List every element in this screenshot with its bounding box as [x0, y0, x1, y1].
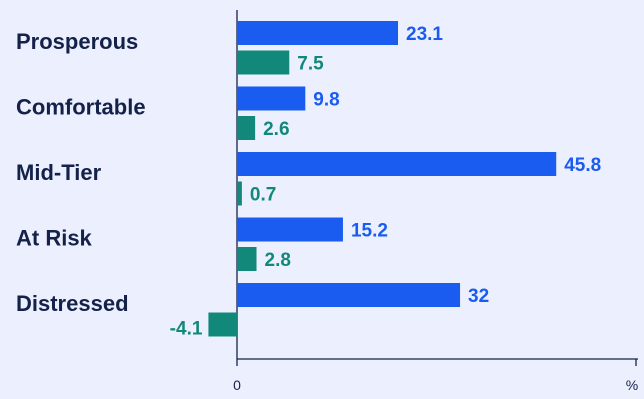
value-label-series-2-at-risk: 2.8: [265, 250, 291, 271]
category-labels: Prosperous Comfortable Mid-Tier At Risk Dist…: [16, 29, 146, 316]
x-tick-label-unit: %: [626, 377, 638, 393]
bar-series-2-comfortable: [237, 116, 256, 140]
value-label-series-1-mid-tier: 45.8: [564, 155, 601, 176]
value-label-series-2-prosperous: 7.5: [297, 54, 324, 75]
bar-series-2-at-risk: [237, 247, 257, 271]
x-tick-label-zero: 0: [233, 377, 241, 393]
category-label-comfortable: Comfortable: [16, 95, 146, 120]
bar-series-2-prosperous: [237, 50, 290, 75]
value-label-series-2-distressed: -4.1: [170, 319, 203, 340]
bar-series-2-mid-tier: [237, 181, 242, 206]
category-label-distressed: Distressed: [16, 291, 129, 316]
value-label-series-1-prosperous: 23.1: [406, 24, 443, 45]
bars: [208, 21, 557, 337]
value-label-series-1-at-risk: 15.2: [351, 221, 388, 242]
bar-series-2-distressed: [208, 312, 237, 337]
bar-series-1-comfortable: [237, 86, 306, 111]
value-label-series-2-comfortable: 2.6: [263, 119, 289, 140]
category-label-mid-tier: Mid-Tier: [16, 160, 102, 185]
bar-series-1-distressed: [237, 283, 461, 307]
category-label-prosperous: Prosperous: [16, 29, 138, 54]
value-label-series-2-mid-tier: 0.7: [250, 185, 276, 206]
bar-series-1-prosperous: [237, 21, 399, 45]
bar-series-1-mid-tier: [237, 152, 557, 176]
value-labels: 23.1 7.5 9.8 2.6 45.8 0.7 15.2 2.8 32 -4.1: [170, 24, 602, 340]
chart-axes: 0 %: [233, 10, 638, 393]
category-label-at-risk: At Risk: [16, 226, 93, 251]
bar-series-1-at-risk: [237, 217, 343, 242]
value-label-series-1-distressed: 32: [468, 286, 489, 307]
value-label-series-1-comfortable: 9.8: [313, 90, 339, 111]
